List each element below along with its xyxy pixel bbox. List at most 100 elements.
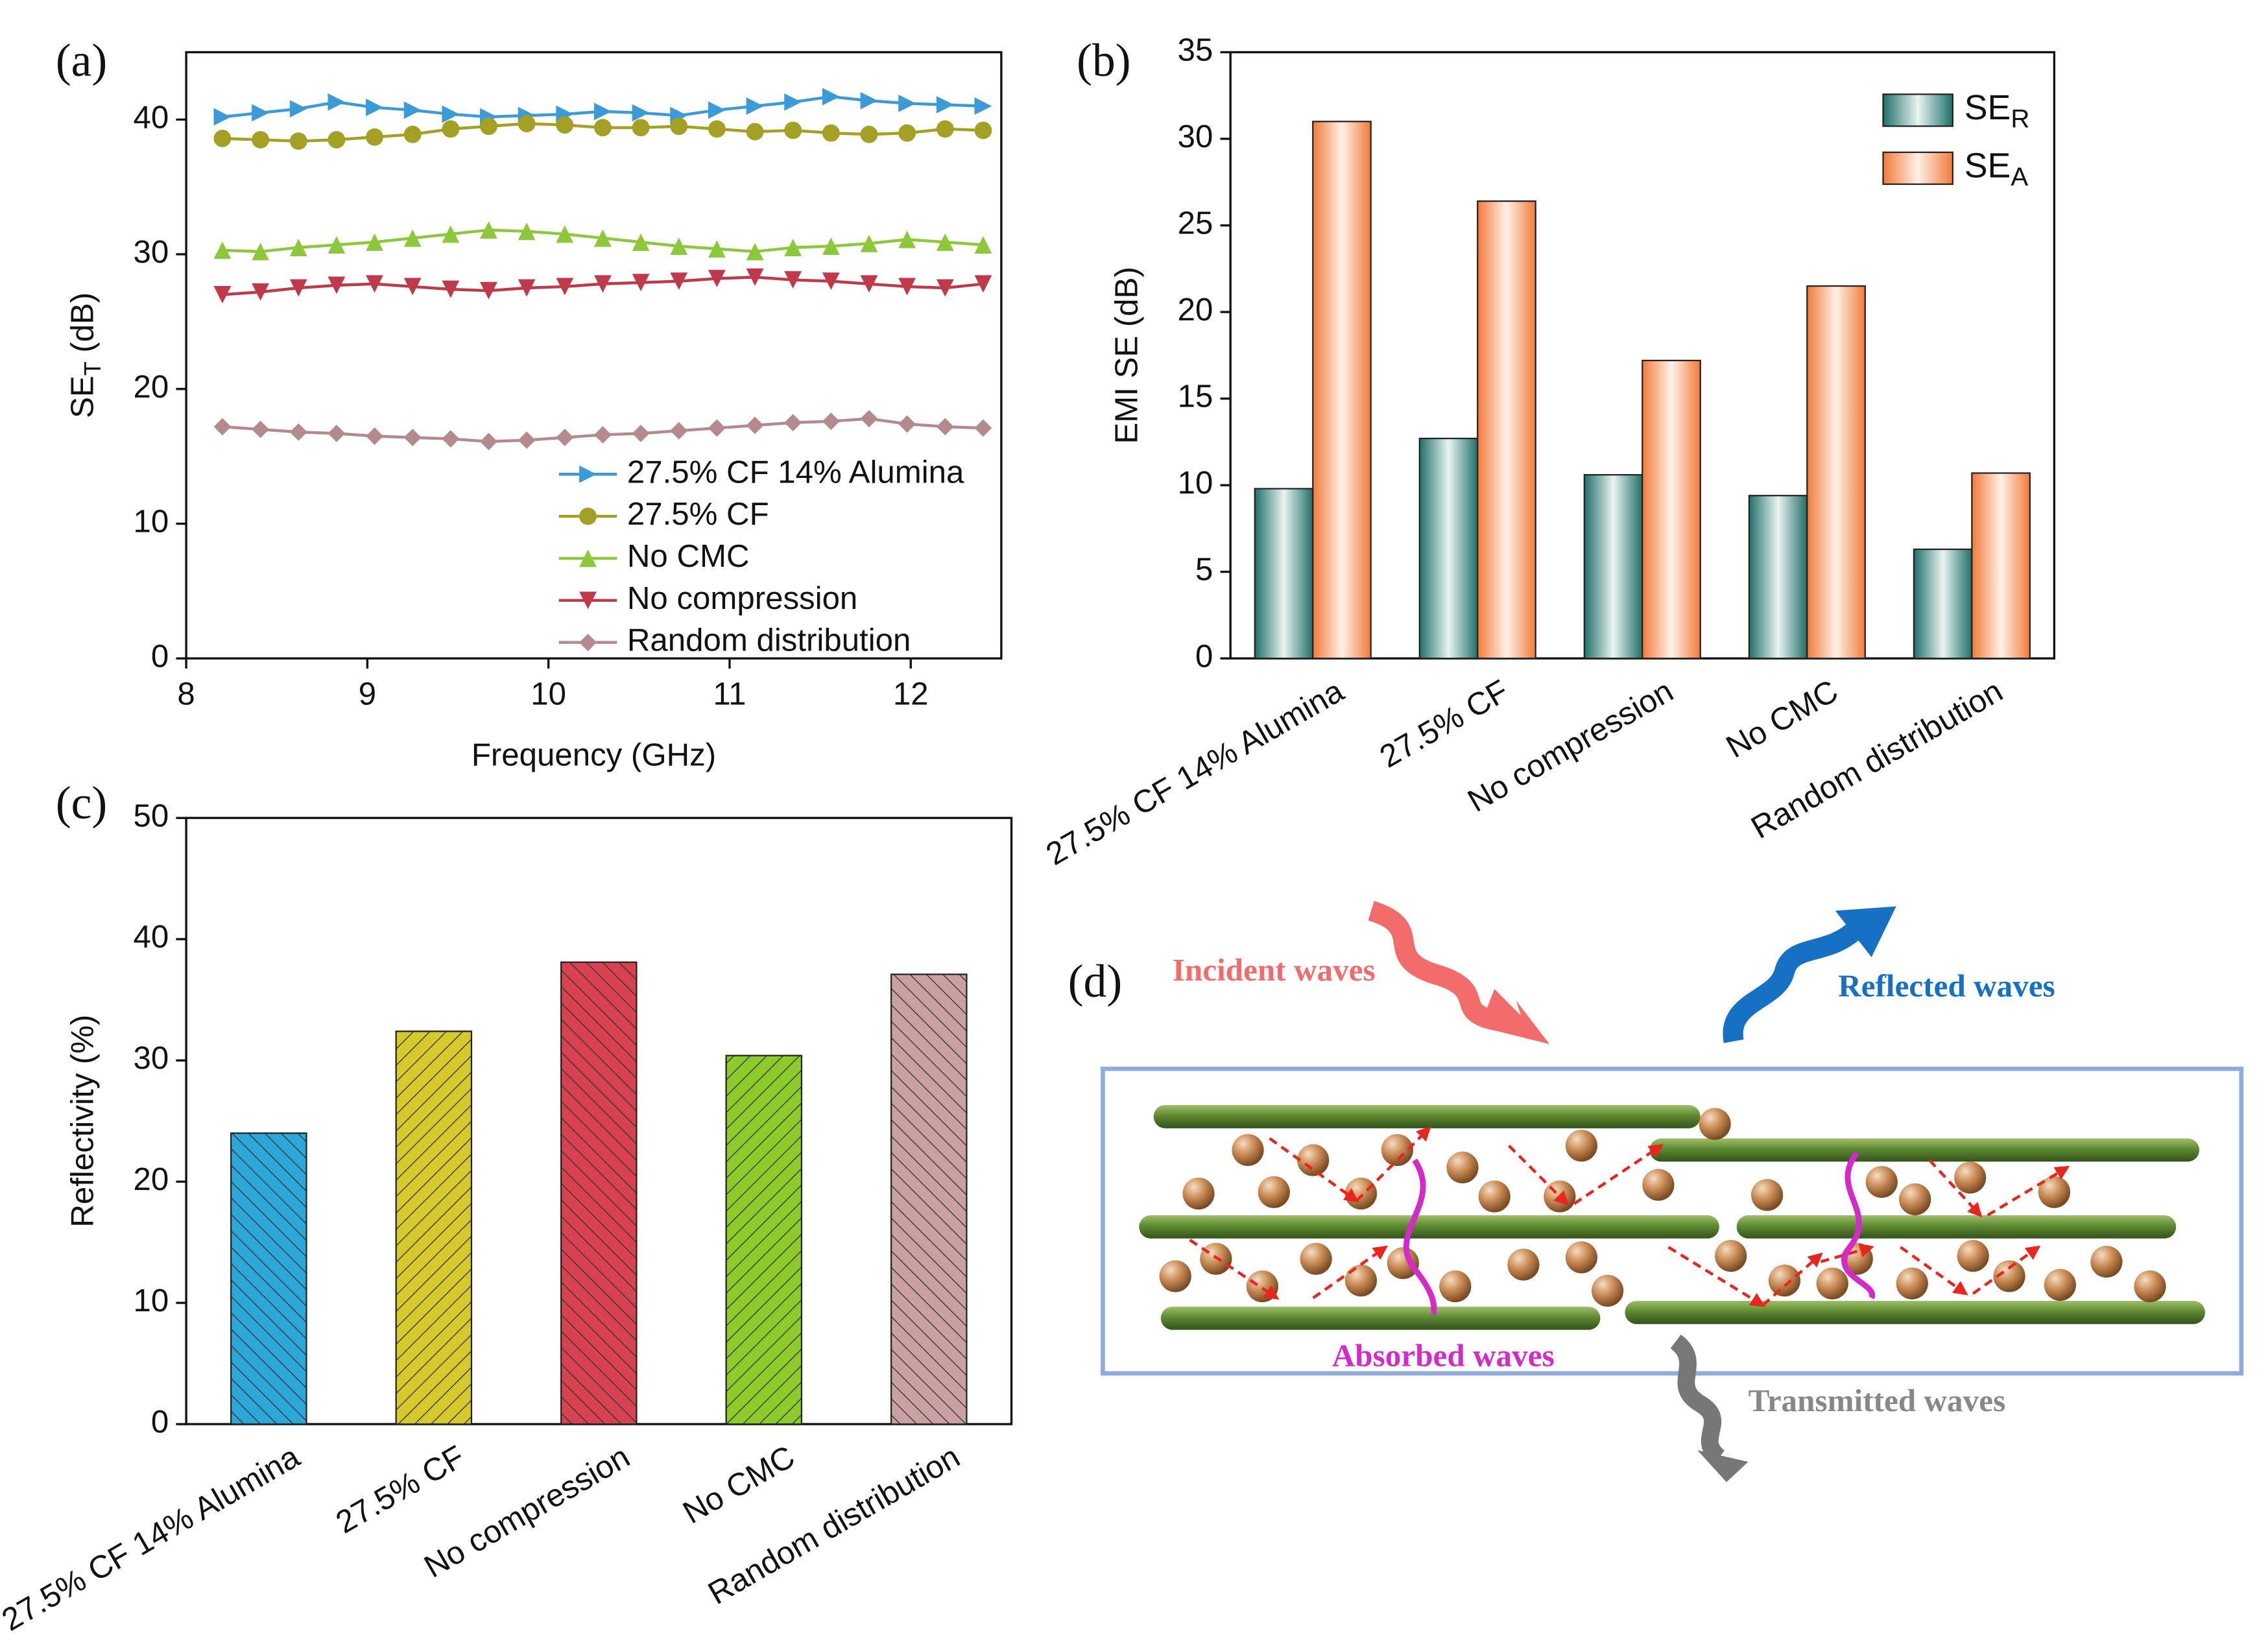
- particle: [1344, 1265, 1378, 1297]
- particle: [1232, 1134, 1264, 1166]
- particle: [1899, 1183, 1931, 1216]
- marker: [213, 130, 232, 147]
- marker: [898, 415, 916, 433]
- marker: [632, 119, 650, 137]
- marker: [860, 410, 878, 427]
- marker: [366, 233, 383, 251]
- legend-label-subscript: A: [2011, 162, 2028, 191]
- transmitted-arrowhead: [1697, 1450, 1749, 1482]
- y-axis-label-main: SE: [65, 375, 101, 418]
- panel-label: (c): [56, 778, 107, 829]
- absorbed-wave: [1841, 1151, 1876, 1300]
- particle: [1478, 1180, 1510, 1213]
- marker: [556, 116, 574, 134]
- transmitted-arrow: [1669, 1334, 1725, 1465]
- ray: [1355, 1126, 1431, 1202]
- legend-label-main: SE: [1964, 88, 2011, 127]
- marker: [594, 119, 612, 137]
- marker: [822, 124, 840, 142]
- fiber: [1625, 1300, 2205, 1324]
- marker: [403, 101, 422, 119]
- diagram-frame: [1101, 1066, 2244, 1376]
- bar: [1806, 285, 1866, 660]
- fiber: [1153, 1105, 1701, 1128]
- marker: [670, 272, 688, 291]
- y-tick-label: 20: [1178, 292, 1213, 327]
- marker: [442, 225, 460, 243]
- marker: [708, 270, 726, 287]
- marker: [632, 104, 650, 122]
- y-tick-label: 35: [1178, 32, 1213, 68]
- bar: [1913, 548, 1973, 660]
- marker: [708, 419, 726, 437]
- marker: [632, 233, 650, 251]
- y-axis-label: Reflectivity (%): [65, 1015, 101, 1228]
- marker: [328, 131, 346, 149]
- y-axis-label-unit: (dB): [65, 292, 101, 362]
- y-tick-label: 25: [1178, 206, 1213, 241]
- x-tick-label: 27.5% CF 14% Alumina: [1040, 672, 1350, 872]
- marker: [860, 91, 878, 110]
- panel-label: (a): [56, 35, 107, 86]
- y-tick-label: 0: [151, 638, 169, 674]
- ray: [1312, 1245, 1389, 1300]
- panel-label: (b): [1077, 35, 1130, 86]
- marker: [784, 271, 802, 289]
- legend-swatch: [1882, 151, 1953, 185]
- marker: [403, 229, 422, 247]
- particle: [1642, 1169, 1675, 1201]
- marker: [936, 120, 954, 138]
- reflected-arrow: [1723, 920, 1865, 1043]
- particle: [1258, 1176, 1290, 1208]
- marker: [518, 279, 536, 297]
- absorbed-wave: [1403, 1158, 1437, 1316]
- bar: [1254, 488, 1314, 660]
- y-tick-label: 5: [1195, 552, 1213, 588]
- marker: [480, 221, 497, 239]
- legend-swatch: [1882, 93, 1953, 127]
- marker: [289, 279, 307, 297]
- marker: [594, 275, 612, 293]
- particle: [2134, 1270, 2166, 1303]
- marker: [518, 115, 536, 133]
- marker: [366, 128, 383, 146]
- x-tick-label: 9: [359, 676, 376, 711]
- particle: [1768, 1265, 1801, 1297]
- y-tick-label: 40: [134, 919, 169, 955]
- y-tick-label: 15: [1178, 379, 1213, 414]
- ray: [1928, 1159, 1983, 1218]
- legend-label-main: SE: [1964, 147, 2011, 185]
- bar: [1583, 474, 1643, 660]
- marker: [822, 237, 840, 256]
- legend-label: Random distribution: [627, 623, 911, 658]
- particle: [1544, 1180, 1576, 1213]
- fiber: [1736, 1215, 2177, 1239]
- legend-label: 27.5% CF: [627, 496, 769, 532]
- ray: [1189, 1239, 1280, 1300]
- marker: [670, 237, 688, 256]
- marker: [822, 272, 840, 291]
- particle: [2044, 1268, 2076, 1301]
- particle: [1715, 1240, 1747, 1272]
- y-axis-label: SET (dB): [65, 292, 106, 418]
- particle: [1446, 1151, 1479, 1184]
- particle: [1592, 1274, 1624, 1307]
- marker: [328, 236, 346, 254]
- marker: [784, 93, 802, 111]
- marker: [213, 418, 232, 436]
- marker: [898, 278, 916, 296]
- marker: [480, 433, 497, 451]
- y-tick-label: 0: [151, 1404, 169, 1440]
- marker: [403, 278, 422, 296]
- marker: [556, 429, 574, 447]
- marker: [974, 275, 992, 293]
- marker: [442, 120, 460, 138]
- marker: [746, 123, 764, 141]
- marker: [860, 125, 878, 143]
- particle: [1297, 1144, 1330, 1176]
- y-tick-label: 20: [134, 369, 169, 405]
- bar: [230, 1132, 307, 1425]
- marker: [556, 278, 574, 296]
- marker: [860, 275, 878, 293]
- ray: [1761, 1252, 1823, 1307]
